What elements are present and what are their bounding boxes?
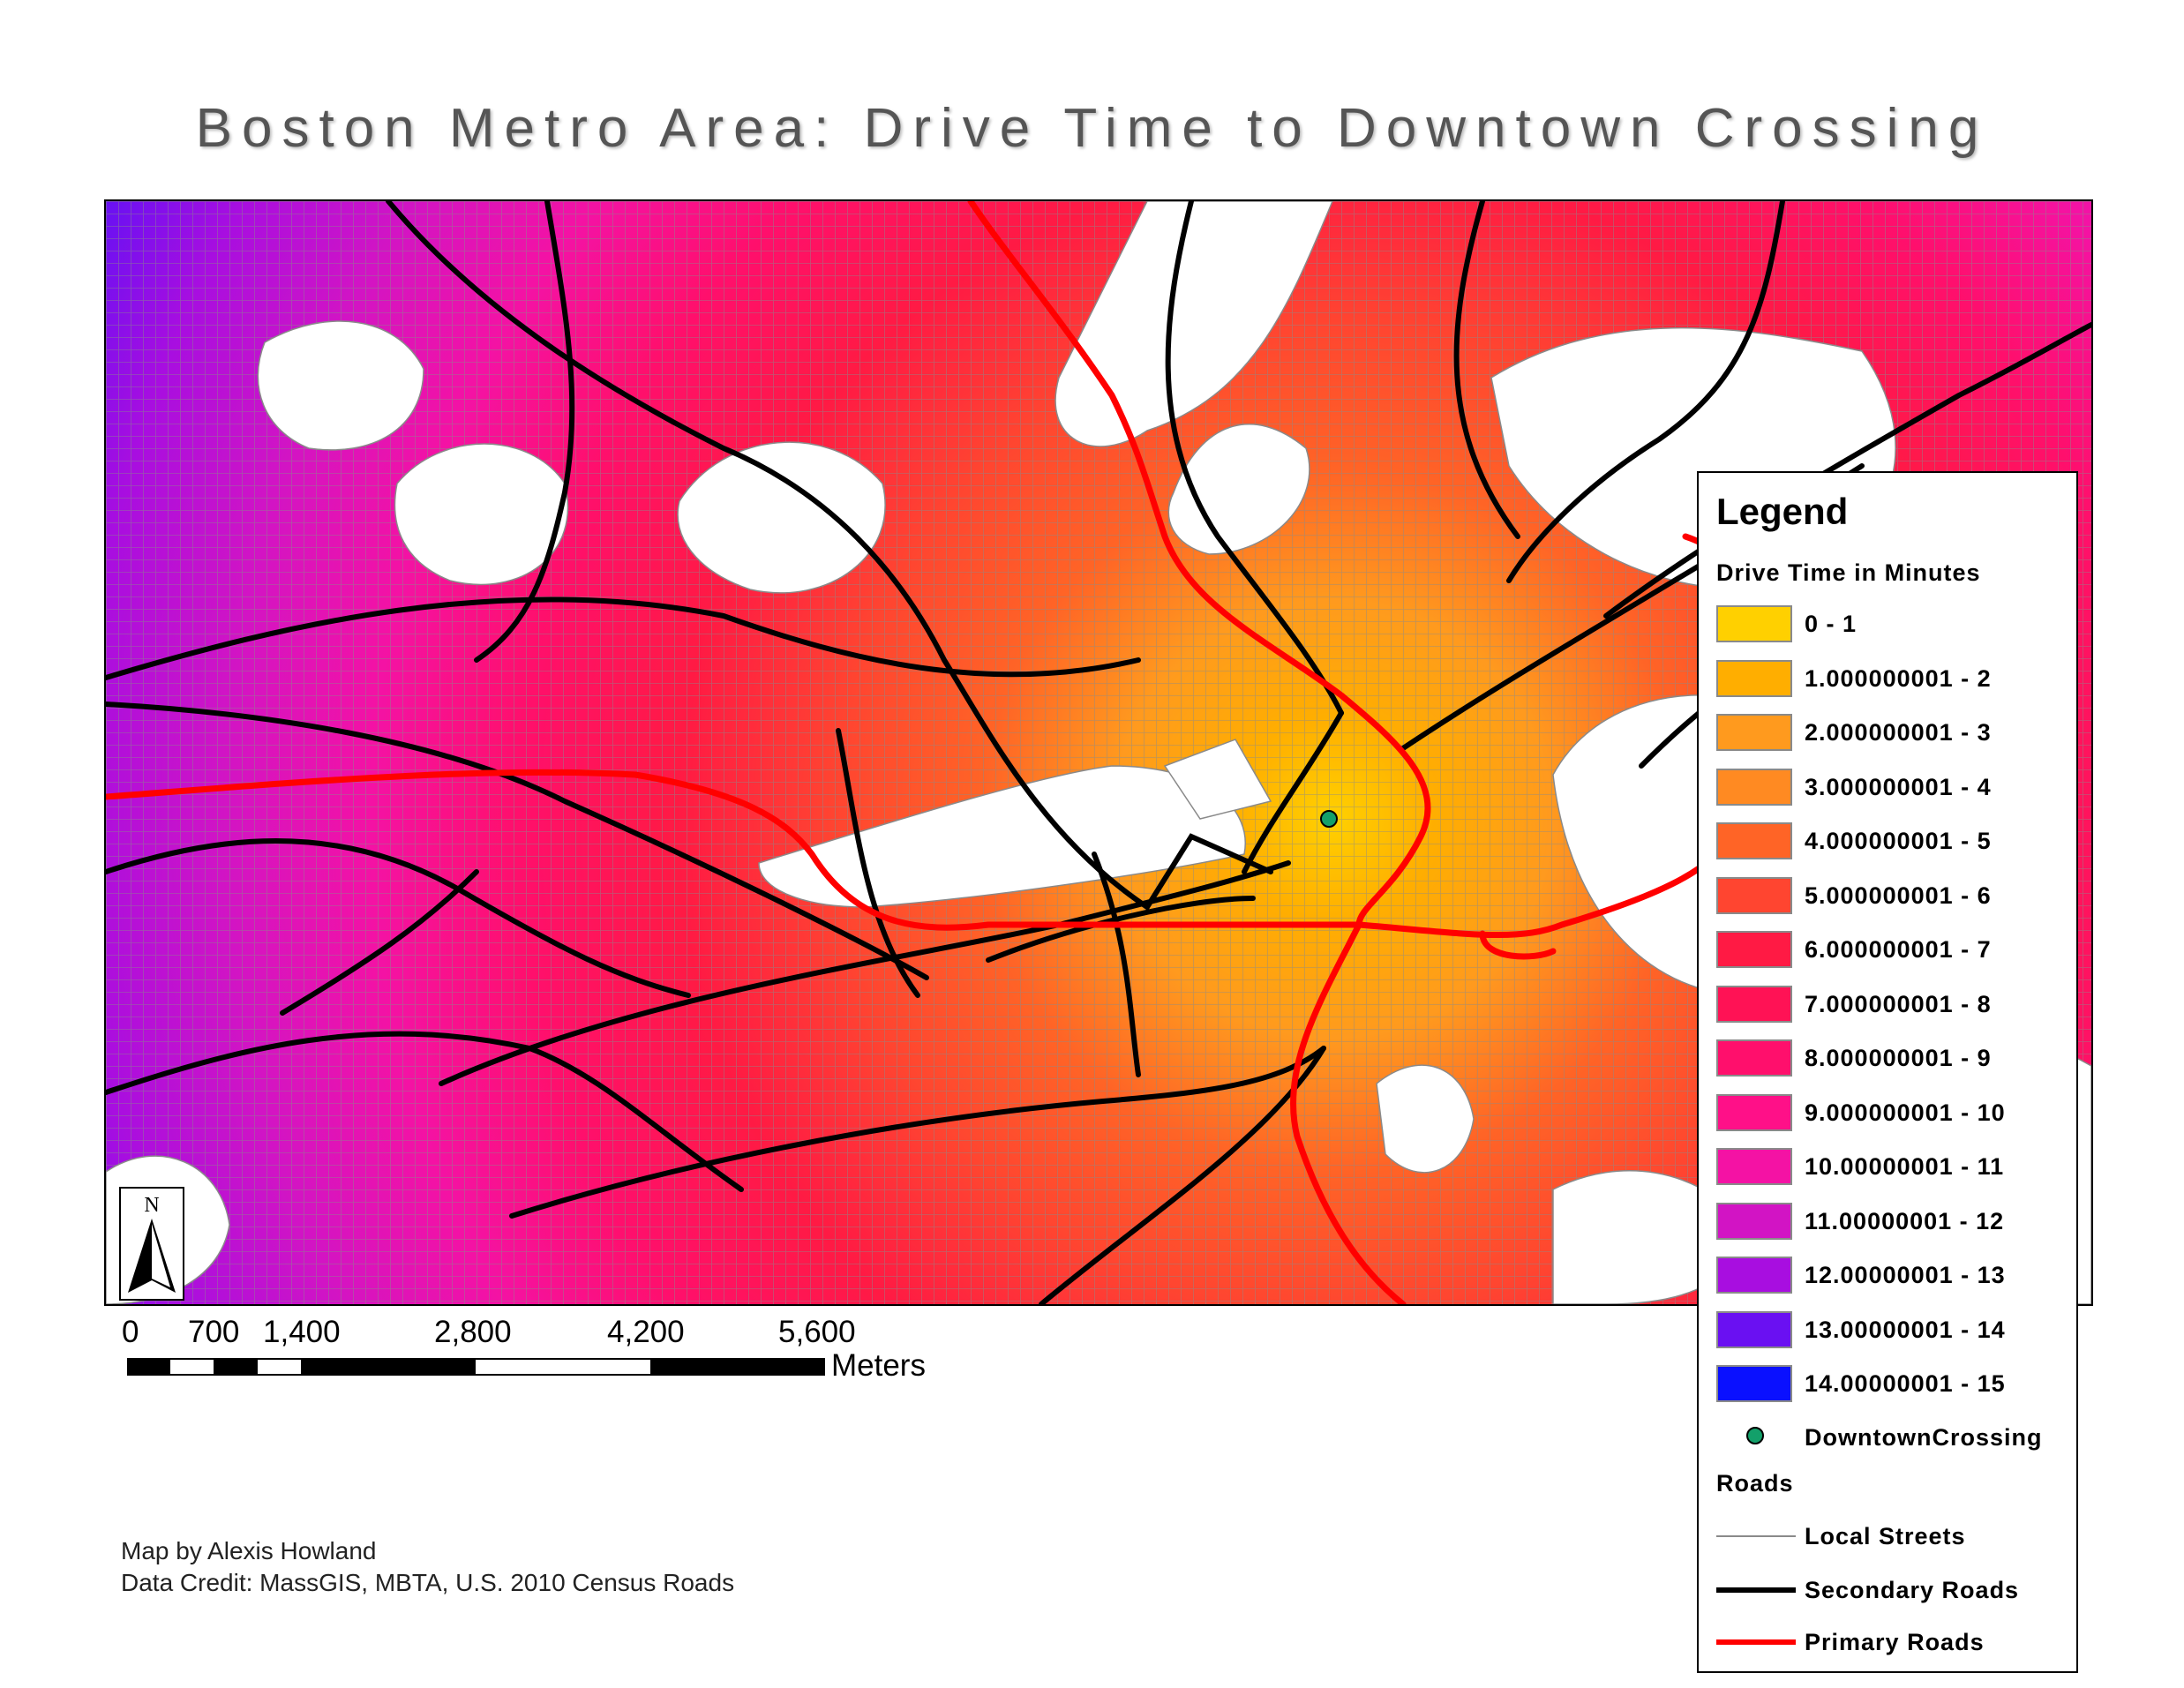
local-streets-line-icon	[1716, 1535, 1796, 1537]
legend-class-swatch	[1716, 714, 1792, 751]
legend-class-label: 4.000000001 - 5	[1805, 828, 1992, 854]
legend-class-row: 3.000000001 - 4	[1716, 768, 2069, 809]
water-areas	[106, 201, 2091, 1304]
legend-class-swatch	[1716, 985, 1792, 1023]
legend-class-label: 14.00000001 - 15	[1805, 1370, 2006, 1397]
legend-class-label: 1.000000001 - 2	[1805, 664, 1992, 692]
scale-label-5600: 5,600	[778, 1315, 856, 1349]
legend-title: Legend	[1716, 491, 1849, 532]
legend: Legend Drive Time in Minutes 0 - 1 1.0000…	[1697, 471, 2078, 1673]
legend-class-swatch	[1716, 1202, 1792, 1240]
legend-class-swatch	[1716, 1148, 1792, 1185]
legend-road-secondary: Secondary Roads	[1716, 1572, 2069, 1612]
legend-class-swatch	[1716, 1093, 1792, 1131]
legend-class-row: 7.000000001 - 8	[1716, 985, 2069, 1026]
legend-class-label: 13.00000001 - 14	[1805, 1316, 2006, 1343]
legend-class-swatch	[1716, 659, 1792, 697]
downtown-crossing-marker[interactable]	[1320, 810, 1338, 828]
legend-class-label: 11.00000001 - 12	[1805, 1207, 2005, 1234]
scale-label-2800: 2,800	[434, 1315, 512, 1349]
legend-class-swatch	[1716, 876, 1792, 914]
scale-label-1400: 1,400	[263, 1315, 341, 1349]
legend-class-swatch	[1716, 1257, 1792, 1294]
data-credit: Data Credit: MassGIS, MBTA, U.S. 2010 Ce…	[121, 1569, 735, 1596]
scale-label-0: 0	[122, 1315, 139, 1349]
legend-class-row: 14.00000001 - 15	[1716, 1365, 2069, 1406]
legend-class-label: 12.00000001 - 13	[1805, 1262, 2006, 1288]
legend-class-label: 8.000000001 - 9	[1805, 1045, 1992, 1071]
legend-point-label: DowntownCrossing	[1805, 1424, 2043, 1451]
legend-class-label: 2.000000001 - 3	[1805, 719, 1992, 746]
legend-road-secondary-label: Secondary Roads	[1805, 1577, 2020, 1603]
legend-class-row: 13.00000001 - 14	[1716, 1310, 2069, 1352]
drive-time-heading: Drive Time in Minutes	[1716, 559, 1981, 586]
downtown-crossing-legend-icon	[1746, 1427, 1764, 1444]
primary-roads-line-icon	[1716, 1639, 1796, 1645]
scale-bar: 0 700 1,400 2,800 4,200 5,600 Meters	[106, 1306, 988, 1394]
author-credit: Map by Alexis Howland	[121, 1537, 377, 1564]
north-arrow-highlight	[152, 1224, 170, 1287]
map-title: Boston Metro Area: Drive Time to Downtow…	[195, 98, 1989, 159]
scale-bar-graphic	[127, 1358, 825, 1376]
legend-class-label: 6.000000001 - 7	[1805, 936, 1992, 963]
legend-class-swatch	[1716, 1039, 1792, 1077]
legend-class-label: 3.000000001 - 4	[1805, 773, 1992, 800]
legend-class-row: 12.00000001 - 13	[1716, 1257, 2069, 1297]
north-label: N	[144, 1194, 159, 1217]
legend-road-primary: Primary Roads	[1716, 1624, 2069, 1664]
legend-class-row: 8.000000001 - 9	[1716, 1039, 2069, 1080]
legend-point-row: DowntownCrossing	[1716, 1419, 2069, 1459]
scale-label-4200: 4,200	[607, 1315, 685, 1349]
legend-road-local-label: Local Streets	[1805, 1523, 1966, 1549]
legend-class-row: 6.000000001 - 7	[1716, 931, 2069, 972]
secondary-roads	[106, 201, 2091, 1304]
roads-heading: Roads	[1716, 1470, 1794, 1497]
legend-road-primary-label: Primary Roads	[1805, 1629, 1985, 1655]
map-credits: Map by Alexis Howland Data Credit: MassG…	[121, 1535, 734, 1599]
legend-class-row: 11.00000001 - 12	[1716, 1202, 2069, 1243]
legend-class-label: 0 - 1	[1805, 611, 1858, 637]
scale-label-700: 700	[188, 1315, 240, 1349]
legend-class-label: 9.000000001 - 10	[1805, 1099, 2006, 1126]
legend-class-swatch	[1716, 1365, 1792, 1402]
legend-class-swatch	[1716, 822, 1792, 859]
legend-class-row: 10.00000001 - 11	[1716, 1148, 2069, 1189]
legend-class-label: 5.000000001 - 6	[1805, 882, 1992, 909]
legend-class-row: 5.000000001 - 6	[1716, 876, 2069, 918]
legend-class-row: 9.000000001 - 10	[1716, 1093, 2069, 1135]
legend-class-row: 1.000000001 - 2	[1716, 659, 2069, 701]
legend-class-label: 10.00000001 - 11	[1805, 1153, 2005, 1180]
legend-class-row: 4.000000001 - 5	[1716, 822, 2069, 863]
legend-class-swatch	[1716, 768, 1792, 806]
legend-class-swatch	[1716, 605, 1792, 642]
scale-unit: Meters	[831, 1348, 926, 1383]
secondary-roads-line-icon	[1716, 1587, 1796, 1593]
legend-class-swatch	[1716, 931, 1792, 968]
legend-class-label: 7.000000001 - 8	[1805, 990, 1992, 1017]
legend-class-row: 2.000000001 - 3	[1716, 714, 2069, 754]
legend-road-local: Local Streets	[1716, 1518, 2069, 1558]
north-arrow: N	[119, 1187, 184, 1301]
legend-class-row: 0 - 1	[1716, 605, 2069, 646]
legend-class-swatch	[1716, 1310, 1792, 1348]
